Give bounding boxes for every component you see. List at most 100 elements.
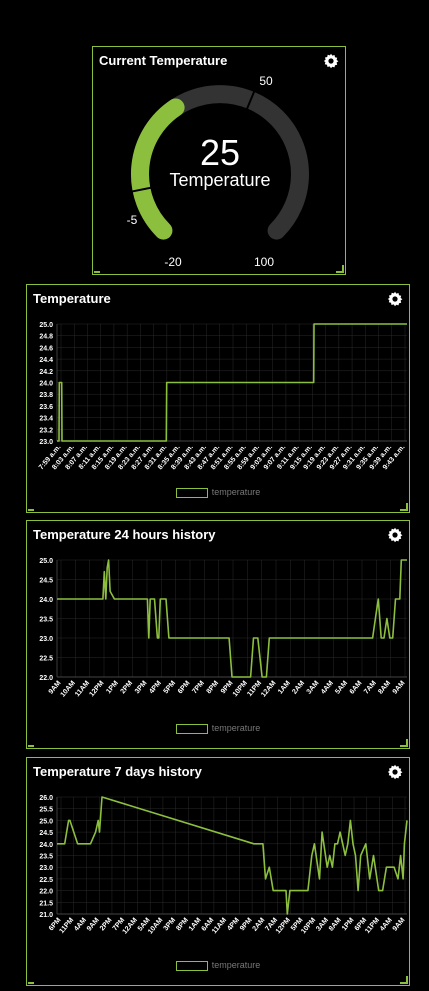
y-tick-label: 21.5 [39, 900, 53, 907]
x-tick-label: 8PM [206, 680, 221, 696]
x-tick-label: 1PM [105, 680, 120, 696]
x-tick-label: 2AM [252, 917, 267, 933]
y-tick-label: 23.5 [39, 617, 53, 624]
x-tick-label: 1AM [277, 680, 292, 696]
x-tick-label: 12PM [275, 917, 292, 936]
y-tick-label: 24.4 [39, 357, 53, 364]
panel-corner [28, 745, 34, 747]
gear-icon[interactable] [323, 53, 339, 69]
x-tick-label: 7PM [191, 680, 206, 696]
x-tick-label: 11AM [211, 917, 228, 936]
x-tick-label: 10AM [147, 917, 164, 936]
y-tick-label: 22.0 [39, 889, 53, 896]
resize-handle[interactable] [400, 739, 408, 747]
resize-handle[interactable] [400, 503, 408, 511]
gauge-fill [131, 98, 185, 240]
resize-handle[interactable] [336, 265, 344, 273]
gauge-high-marker [245, 90, 256, 110]
y-tick-label: 23.2 [39, 427, 53, 434]
y-tick-label: 23.4 [39, 416, 53, 423]
series-line [57, 796, 408, 915]
y-tick-label: 22.5 [39, 656, 53, 663]
legend-label: temperature [211, 960, 261, 970]
x-tick-label: 5PM [163, 680, 178, 696]
x-tick-label: 7AM [363, 680, 378, 696]
x-tick-label: 11PM [364, 917, 381, 935]
x-tick-label: 4AM [73, 917, 88, 933]
series-line [57, 323, 407, 442]
x-tick-label: 11AM [74, 680, 91, 699]
x-tick-label: 4AM [320, 680, 335, 696]
x-tick-label: 12AM [122, 917, 139, 936]
x-tick-label: 6PM [177, 680, 192, 696]
x-tick-label: 4AM [379, 917, 394, 933]
temperature-24h-chart-panel: Temperature 24 hours history 25.0 24.5 24.… [26, 520, 410, 749]
y-tick-label: 25.0 [39, 558, 53, 565]
x-tick-label: 8AM [328, 917, 343, 933]
line-chart: 25.024.524.023.523.022.522.09AM10AM11AM1… [39, 558, 407, 699]
y-tick-label: 24.5 [39, 830, 53, 837]
y-tick-label: 23.0 [39, 865, 53, 872]
legend-label: temperature [211, 487, 261, 497]
resize-handle[interactable] [400, 976, 408, 984]
panel-corner [28, 509, 34, 511]
x-tick-label: 1PM [341, 917, 356, 933]
y-tick-label: 22.5 [39, 877, 53, 884]
panel-corner [28, 982, 34, 984]
x-tick-label: 11PM [58, 917, 75, 935]
line-chart: 25.0 24.8 24.6 24.4 24.2 24.0 23.8 23.6 23.4 23.2… [38, 322, 407, 471]
y-tick-label: 24.0 [39, 597, 53, 604]
x-tick-label: 9PM [239, 917, 254, 933]
y-tick-label: 23.0 [39, 439, 53, 446]
chart-legend[interactable]: temperature [27, 723, 409, 734]
x-tick-label: 2PM [120, 680, 135, 696]
y-tick-label: 24.8 [39, 334, 53, 341]
x-tick-label: 3AM [315, 917, 330, 933]
x-tick-label: 9AM [392, 680, 407, 696]
x-tick-label: 10PM [232, 680, 249, 699]
y-tick-label: 23.8 [39, 392, 53, 399]
x-tick-label: 6AM [349, 680, 364, 696]
temperature-7d-chart-panel: Temperature 7 days history 26.0 25.5 25.0 2… [26, 757, 410, 986]
gauge-min-label: -20 [164, 255, 182, 269]
y-tick-label: 24.6 [39, 345, 53, 352]
y-tick-label: 23.5 [39, 854, 53, 861]
gauge-title: Current Temperature [99, 53, 228, 68]
legend-swatch [175, 960, 208, 971]
x-tick-label: 3PM [134, 680, 149, 696]
series-line [57, 559, 407, 678]
temperature-gauge: 25 Temperature -20 100 -5 50 [127, 74, 309, 269]
gear-icon[interactable] [387, 764, 403, 780]
x-tick-label: 5AM [334, 680, 349, 696]
gear-icon[interactable] [387, 527, 403, 543]
y-tick-label: 22.0 [39, 675, 53, 682]
gauge-low-marker [131, 186, 152, 193]
gauge-high-marker-label: 50 [259, 74, 273, 88]
y-tick-label: 26.0 [39, 795, 53, 802]
gauge-panel: Current Temperature 25 Temperature -20 1… [92, 46, 346, 275]
x-tick-label: 10AM [59, 680, 76, 699]
y-tick-label: 25.0 [39, 818, 53, 825]
legend-swatch [175, 487, 208, 498]
gauge-low-marker-label: -5 [127, 213, 138, 227]
chart-legend[interactable]: temperature [27, 960, 409, 971]
x-tick-label: 12PM [88, 680, 105, 699]
x-tick-label: 9AM [86, 917, 101, 933]
gear-icon[interactable] [387, 291, 403, 307]
y-tick-label: 24.0 [39, 842, 53, 849]
temperature-chart-panel: Temperature 25.0 24.8 24.6 24.4 24.2 24.0 23.8… [26, 284, 410, 513]
x-tick-label: 12AM [260, 680, 277, 699]
x-tick-label: 1AM [188, 917, 203, 933]
y-tick-label: 24.0 [39, 381, 53, 388]
panel-corner [94, 271, 100, 273]
chart-legend[interactable]: temperature [27, 487, 409, 498]
gauge-max-label: 100 [254, 255, 274, 269]
x-tick-label: 10PM [300, 917, 317, 936]
x-tick-label: 3PM [163, 917, 178, 933]
x-tick-label: 3AM [306, 680, 321, 696]
y-tick-label: 25.0 [39, 322, 53, 329]
x-tick-label: 2PM [99, 917, 114, 933]
chart-title: Temperature 24 hours history [33, 527, 216, 542]
x-tick-label: 8AM [377, 680, 392, 696]
x-tick-label: 8PM [175, 917, 190, 933]
